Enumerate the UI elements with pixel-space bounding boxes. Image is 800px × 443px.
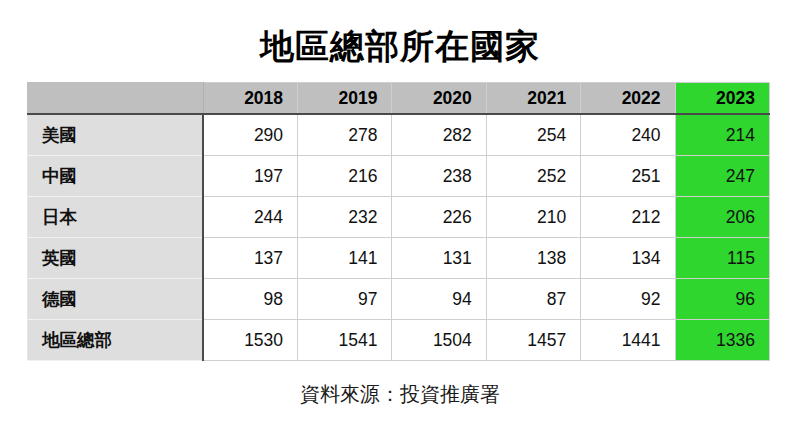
page-title: 地區總部所在國家 — [0, 0, 800, 82]
cell-value: 94 — [392, 279, 486, 320]
cell-value: 138 — [486, 238, 580, 279]
source-note: 資料來源：投資推廣署 — [0, 361, 800, 408]
cell-value: 240 — [581, 114, 675, 156]
cell-value: 141 — [298, 238, 392, 279]
header-cell-2018: 2018 — [203, 83, 297, 115]
table-row: 德國 98 97 94 87 92 96 — [28, 279, 770, 320]
cell-value: 282 — [392, 114, 486, 156]
row-label-total: 地區總部 — [28, 320, 204, 361]
cell-value-highlight: 96 — [675, 279, 769, 320]
cell-value: 210 — [486, 197, 580, 238]
cell-value: 1441 — [581, 320, 675, 361]
cell-value: 1457 — [486, 320, 580, 361]
table-header-row: 2018 2019 2020 2021 2022 2023 — [28, 83, 770, 115]
infographic-page: 地區總部所在國家 2018 2019 2020 2021 2022 2023 美… — [0, 0, 800, 443]
table-row: 中國 197 216 238 252 251 247 — [28, 156, 770, 197]
cell-value: 97 — [298, 279, 392, 320]
table-row-total: 地區總部 1530 1541 1504 1457 1441 1336 — [28, 320, 770, 361]
row-label: 中國 — [28, 156, 204, 197]
cell-value: 244 — [203, 197, 297, 238]
cell-value: 232 — [298, 197, 392, 238]
header-cell-2023-highlight: 2023 — [675, 83, 769, 115]
table-row: 美國 290 278 282 254 240 214 — [28, 114, 770, 156]
cell-value: 212 — [581, 197, 675, 238]
cell-value-highlight: 214 — [675, 114, 769, 156]
cell-value: 1530 — [203, 320, 297, 361]
cell-value: 137 — [203, 238, 297, 279]
cell-value-highlight: 206 — [675, 197, 769, 238]
data-table: 2018 2019 2020 2021 2022 2023 美國 290 278… — [27, 82, 770, 361]
cell-value: 87 — [486, 279, 580, 320]
cell-value: 226 — [392, 197, 486, 238]
header-cell-blank — [28, 83, 204, 115]
header-cell-2019: 2019 — [298, 83, 392, 115]
header-cell-2020: 2020 — [392, 83, 486, 115]
cell-value: 290 — [203, 114, 297, 156]
cell-value: 238 — [392, 156, 486, 197]
cell-value: 1541 — [298, 320, 392, 361]
table-row: 日本 244 232 226 210 212 206 — [28, 197, 770, 238]
header-cell-2022: 2022 — [581, 83, 675, 115]
row-label: 英國 — [28, 238, 204, 279]
cell-value: 134 — [581, 238, 675, 279]
cell-value: 278 — [298, 114, 392, 156]
cell-value: 251 — [581, 156, 675, 197]
row-label: 美國 — [28, 114, 204, 156]
cell-value: 252 — [486, 156, 580, 197]
cell-value-highlight: 115 — [675, 238, 769, 279]
row-label: 日本 — [28, 197, 204, 238]
cell-value: 1504 — [392, 320, 486, 361]
header-cell-2021: 2021 — [486, 83, 580, 115]
cell-value: 216 — [298, 156, 392, 197]
row-label: 德國 — [28, 279, 204, 320]
cell-value: 92 — [581, 279, 675, 320]
cell-value: 131 — [392, 238, 486, 279]
cell-value: 98 — [203, 279, 297, 320]
cell-value-highlight: 247 — [675, 156, 769, 197]
cell-value-highlight: 1336 — [675, 320, 769, 361]
table-row: 英國 137 141 131 138 134 115 — [28, 238, 770, 279]
cell-value: 254 — [486, 114, 580, 156]
cell-value: 197 — [203, 156, 297, 197]
